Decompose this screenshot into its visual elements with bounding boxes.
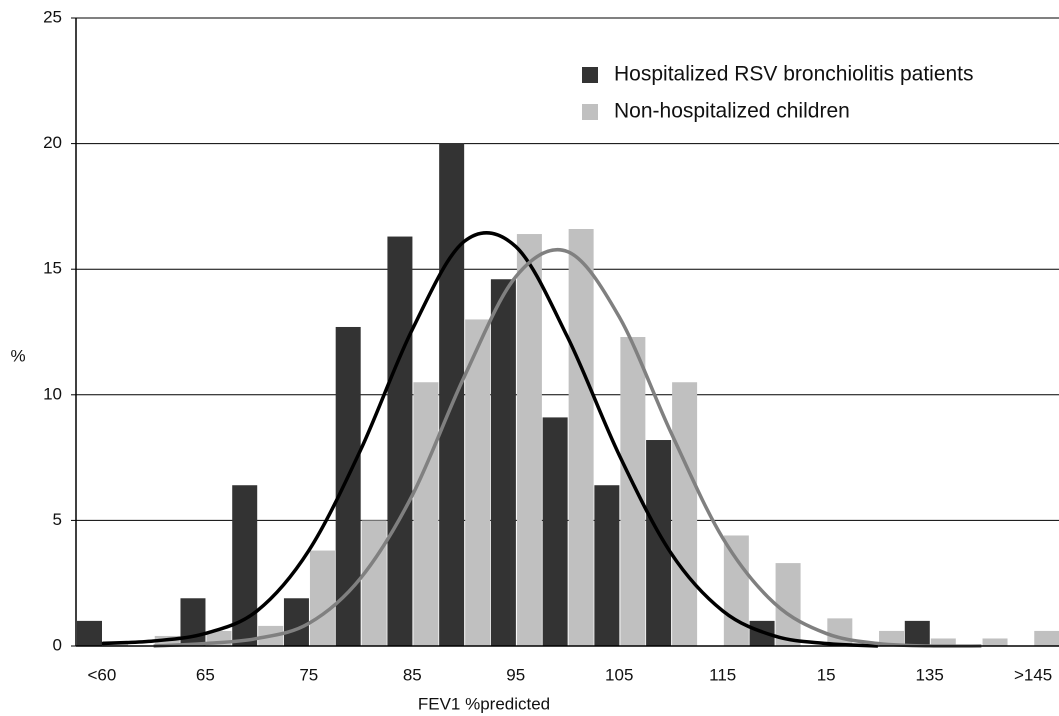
x-tick-label: 15 — [817, 665, 836, 684]
y-tick-label: 5 — [53, 510, 62, 529]
y-tick-label: 20 — [43, 133, 62, 152]
bar — [904, 620, 930, 646]
x-tick-label: 75 — [299, 665, 318, 684]
x-tick-label: <60 — [87, 665, 116, 684]
bar — [568, 229, 594, 646]
x-tick-label: 115 — [709, 665, 736, 684]
bar — [620, 337, 646, 646]
bar — [335, 326, 361, 646]
fit-curve — [101, 231, 879, 648]
y-axis-label: % — [10, 346, 25, 365]
bar — [516, 234, 542, 647]
bar — [490, 279, 516, 646]
bar — [879, 630, 905, 646]
bar — [672, 382, 698, 646]
bar — [1034, 630, 1059, 646]
bar — [542, 417, 568, 646]
bar — [930, 638, 956, 646]
x-tick-label: 65 — [196, 665, 215, 684]
bar — [439, 143, 465, 646]
x-tick-label: >145 — [1014, 665, 1052, 684]
bar — [594, 485, 620, 646]
legend-label: Non-hospitalized children — [614, 100, 850, 123]
x-axis-label: FEV1 %predicted — [418, 694, 550, 713]
bar — [387, 236, 413, 646]
bar — [982, 638, 1008, 646]
fit-curve — [153, 247, 982, 648]
legend-swatch — [582, 104, 598, 120]
bar — [775, 563, 801, 646]
legend-swatch — [582, 67, 598, 83]
bar — [413, 382, 439, 646]
x-tick-label: 85 — [403, 665, 422, 684]
y-tick-label: 0 — [53, 635, 62, 654]
bar — [309, 550, 335, 646]
x-tick-label: 105 — [605, 665, 633, 684]
bar — [465, 319, 491, 646]
y-tick-label: 10 — [43, 384, 62, 403]
y-tick-label: 15 — [43, 259, 62, 278]
bar — [361, 520, 387, 646]
y-tick-label: 25 — [43, 7, 62, 26]
legend-label: Hospitalized RSV bronchiolitis patients — [614, 63, 974, 86]
bar — [827, 618, 853, 646]
bar — [723, 535, 749, 646]
x-tick-label: 95 — [506, 665, 525, 684]
bar — [77, 620, 102, 646]
bar — [646, 440, 672, 646]
bar — [283, 598, 309, 646]
x-tick-label: 135 — [915, 665, 943, 684]
